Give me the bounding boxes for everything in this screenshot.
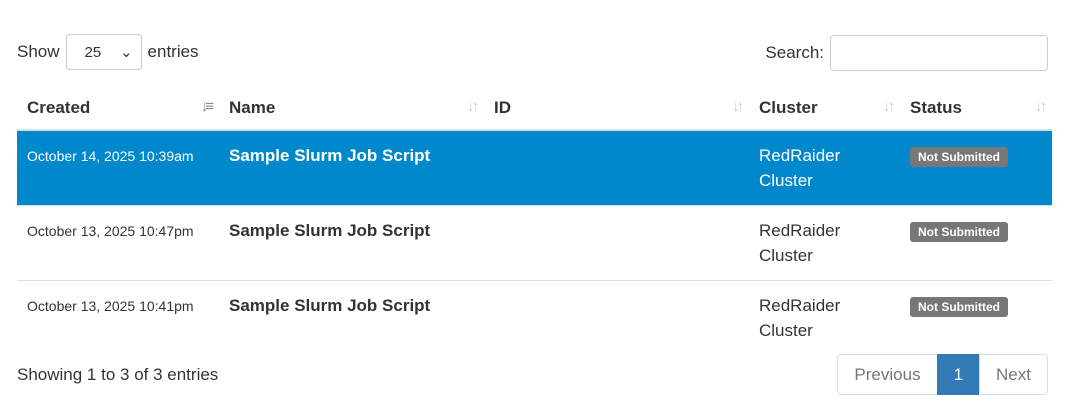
search-label: Search: [765, 43, 824, 62]
sort-icon: ↓↑ [732, 98, 744, 115]
column-created[interactable]: Created ↓≡ [17, 86, 219, 131]
column-label: ID [494, 97, 511, 117]
sort-icon: ↓↑ [883, 98, 895, 115]
cluster-cell: RedRaider Cluster [749, 205, 900, 281]
column-name[interactable]: Name ↓↑ [219, 86, 484, 131]
name-cell[interactable]: Sample Slurm Job Script [219, 130, 484, 206]
sort-desc-icon: ↓≡ [200, 98, 214, 115]
id-cell [484, 205, 749, 281]
entries-label: entries [147, 42, 199, 61]
column-label: Created [27, 97, 91, 117]
column-id[interactable]: ID ↓↑ [484, 86, 749, 131]
cluster-cell: RedRaider Cluster [749, 280, 900, 355]
table-info: Showing 1 to 3 of 3 entries [17, 365, 219, 384]
pagination: Previous 1 Next [837, 354, 1048, 395]
sort-icon: ↓↑ [467, 98, 479, 115]
name-cell[interactable]: Sample Slurm Job Script [219, 205, 484, 281]
id-cell [484, 280, 749, 355]
created-cell: October 13, 2025 10:41pm [17, 280, 219, 355]
table-row[interactable]: October 14, 2025 10:39am Sample Slurm Jo… [17, 130, 1052, 206]
created-cell: October 14, 2025 10:39am [17, 130, 219, 206]
status-badge: Not Submitted [910, 147, 1008, 167]
jobs-table: Created ↓≡ Name ↓↑ ID ↓↑ Cluster ↓↑ Status ↓↑… [17, 86, 1052, 355]
status-cell: Not Submitted [900, 130, 1052, 206]
table-row[interactable]: October 13, 2025 10:41pm Sample Slurm Jo… [17, 280, 1052, 355]
status-cell: Not Submitted [900, 205, 1052, 281]
search: Search: [765, 34, 1048, 72]
id-cell [484, 130, 749, 206]
entries-length: Show 25 ⌄ entries [17, 34, 199, 70]
show-label: Show [17, 42, 60, 61]
sort-icon: ↓↑ [1035, 98, 1047, 115]
entries-select[interactable]: 25 ⌄ [65, 34, 142, 70]
column-label: Status [910, 97, 962, 117]
table-row[interactable]: October 13, 2025 10:47pm Sample Slurm Jo… [17, 205, 1052, 281]
page-1-button[interactable]: 1 [936, 354, 981, 395]
column-label: Cluster [759, 97, 818, 117]
status-badge: Not Submitted [910, 297, 1008, 317]
status-cell: Not Submitted [900, 280, 1052, 355]
previous-button[interactable]: Previous [837, 354, 938, 395]
chevron-down-icon: ⌄ [119, 44, 133, 61]
column-label: Name [229, 97, 276, 117]
column-status[interactable]: Status ↓↑ [900, 86, 1052, 131]
next-button[interactable]: Next [979, 354, 1048, 395]
search-input[interactable] [830, 35, 1048, 71]
name-cell[interactable]: Sample Slurm Job Script [219, 280, 484, 355]
status-badge: Not Submitted [910, 222, 1008, 242]
entries-value: 25 [84, 43, 102, 61]
column-cluster[interactable]: Cluster ↓↑ [749, 86, 900, 131]
cluster-cell: RedRaider Cluster [749, 130, 900, 206]
created-cell: October 13, 2025 10:47pm [17, 205, 219, 281]
